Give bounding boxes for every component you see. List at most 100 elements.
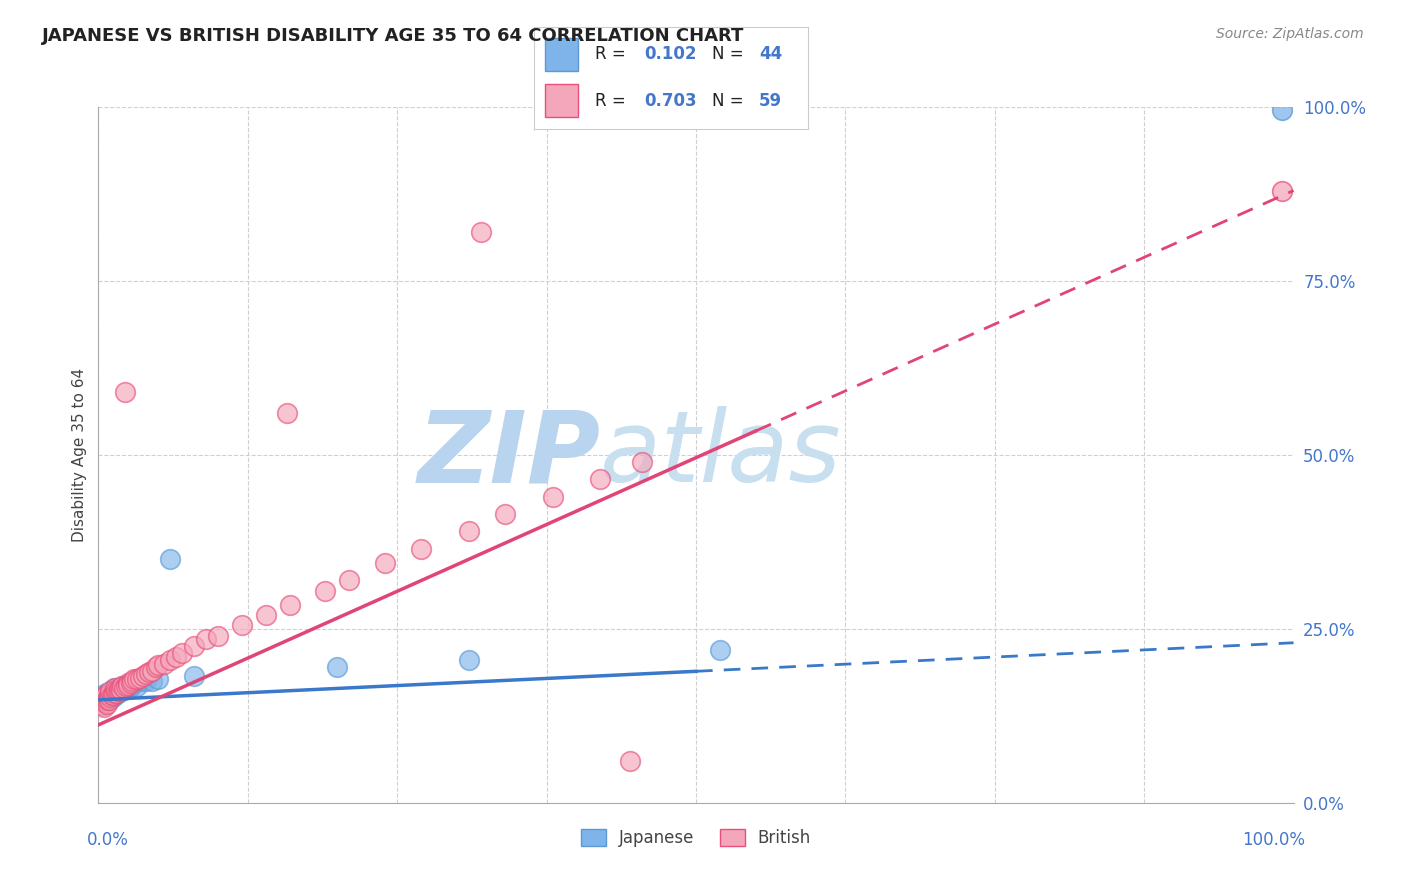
Point	[195, 632, 218, 647]
Text: 0.703: 0.703	[644, 92, 696, 110]
Point	[494, 507, 516, 521]
Point	[121, 677, 143, 691]
Point	[107, 683, 129, 698]
Point	[458, 653, 481, 667]
Y-axis label: Disability Age 35 to 64: Disability Age 35 to 64	[72, 368, 87, 542]
Point	[100, 688, 122, 702]
Point	[98, 693, 121, 707]
Point	[94, 686, 117, 700]
Point	[117, 677, 139, 691]
Point	[118, 681, 141, 695]
Point	[172, 646, 194, 660]
Point	[93, 699, 115, 714]
Point	[148, 672, 170, 686]
Point	[1271, 103, 1294, 117]
Point	[107, 683, 129, 698]
Point	[105, 684, 128, 698]
Point	[98, 686, 122, 700]
Text: Source: ZipAtlas.com: Source: ZipAtlas.com	[1216, 27, 1364, 41]
Point	[96, 695, 118, 709]
Point	[94, 695, 117, 709]
Point	[111, 679, 134, 693]
Point	[141, 674, 163, 689]
Point	[105, 683, 128, 698]
Point	[103, 681, 125, 695]
Text: N =: N =	[713, 45, 749, 63]
Point	[100, 688, 122, 702]
Point	[104, 688, 127, 702]
Text: atlas: atlas	[600, 407, 842, 503]
Point	[326, 660, 349, 674]
Point	[278, 598, 301, 612]
Point	[108, 681, 131, 695]
Point	[411, 541, 433, 556]
Point	[129, 671, 152, 685]
Point	[148, 658, 170, 673]
Point	[112, 681, 135, 695]
Point	[103, 686, 125, 700]
Point	[145, 660, 167, 674]
Point	[276, 406, 298, 420]
Point	[470, 225, 492, 239]
Point	[115, 679, 138, 693]
Point	[129, 674, 152, 689]
Bar	[546, 84, 578, 117]
Point	[135, 667, 157, 681]
Point	[153, 657, 176, 671]
Point	[374, 556, 396, 570]
Point	[111, 679, 134, 693]
Point	[121, 674, 143, 689]
Point	[589, 472, 612, 486]
Point	[1271, 184, 1294, 198]
Legend: Japanese, British: Japanese, British	[574, 822, 818, 854]
Point	[125, 672, 148, 686]
Point	[101, 690, 124, 704]
Point	[112, 683, 135, 698]
Point	[458, 524, 481, 539]
Text: ZIP: ZIP	[418, 407, 600, 503]
Point	[138, 665, 160, 679]
Text: R =: R =	[595, 45, 631, 63]
Point	[98, 688, 121, 702]
Point	[183, 669, 205, 683]
Point	[315, 583, 337, 598]
Point	[165, 649, 187, 664]
Text: 100.0%: 100.0%	[1243, 830, 1306, 848]
Point	[91, 690, 114, 704]
Text: R =: R =	[595, 92, 631, 110]
Point	[132, 672, 155, 686]
Point	[96, 691, 118, 706]
Text: N =: N =	[713, 92, 749, 110]
Point	[207, 629, 229, 643]
Point	[98, 693, 121, 707]
Point	[97, 691, 120, 706]
Point	[135, 674, 157, 689]
Point	[107, 684, 129, 698]
Point	[541, 490, 564, 504]
Text: 0.102: 0.102	[644, 45, 696, 63]
Point	[105, 683, 128, 698]
Point	[124, 676, 146, 690]
Text: JAPANESE VS BRITISH DISABILITY AGE 35 TO 64 CORRELATION CHART: JAPANESE VS BRITISH DISABILITY AGE 35 TO…	[42, 27, 745, 45]
Point	[98, 688, 121, 702]
Point	[124, 672, 146, 686]
Point	[619, 754, 641, 768]
Point	[339, 573, 361, 587]
Point	[107, 686, 129, 700]
Point	[159, 653, 181, 667]
Point	[104, 681, 127, 695]
Point	[93, 698, 115, 713]
Point	[125, 679, 148, 693]
Point	[110, 684, 132, 698]
Point	[231, 618, 253, 632]
Text: 44: 44	[759, 45, 782, 63]
Point	[159, 552, 181, 566]
Point	[108, 681, 131, 695]
Point	[117, 676, 139, 690]
Point	[254, 607, 277, 622]
Point	[98, 691, 122, 706]
Point	[91, 698, 114, 713]
Point	[93, 688, 115, 702]
Point	[98, 684, 122, 698]
Point	[183, 639, 205, 653]
